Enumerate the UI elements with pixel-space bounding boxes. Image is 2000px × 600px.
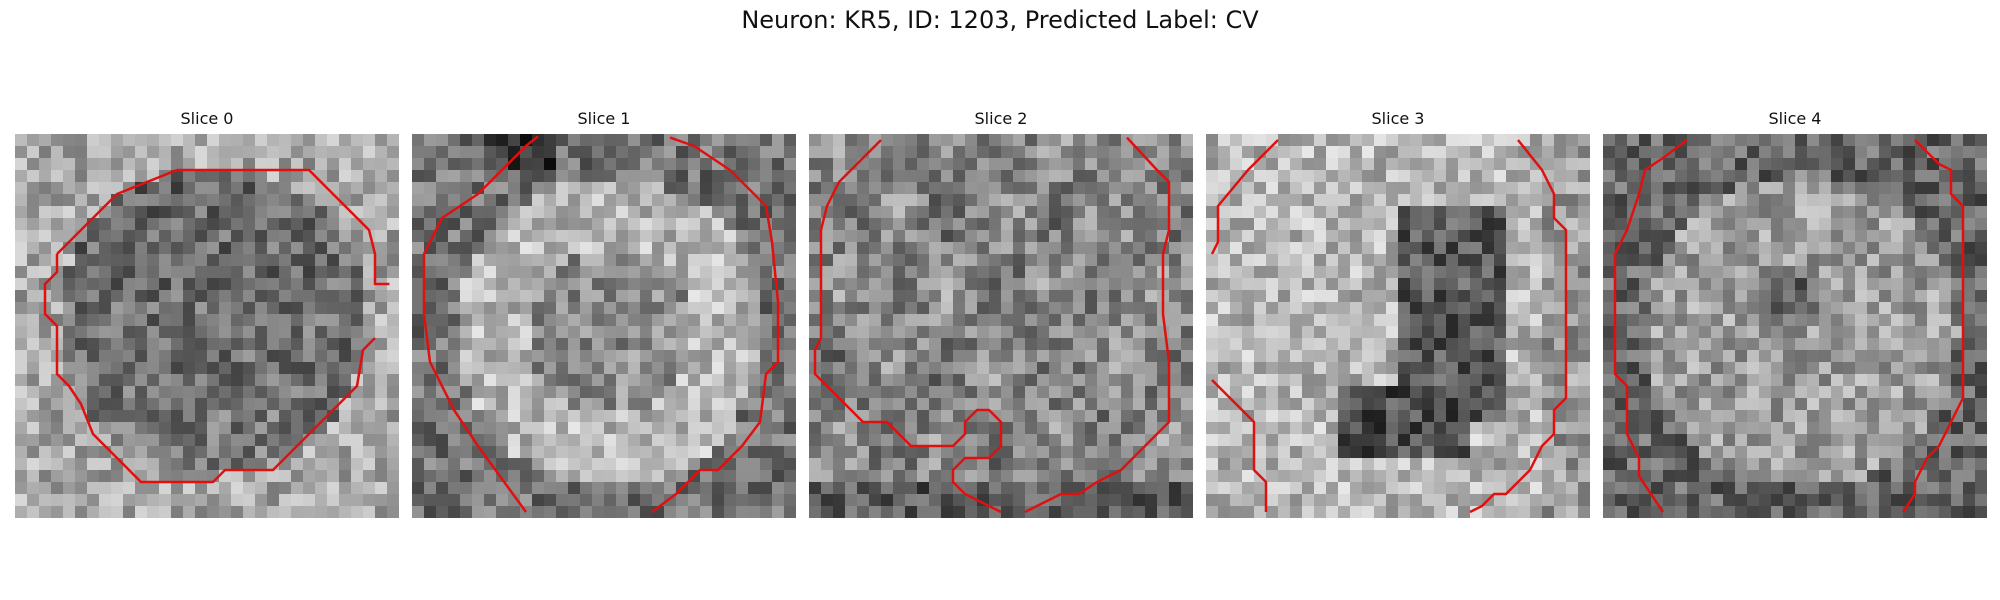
slice-title: Slice 3 [1371,109,1425,128]
contour-line [422,135,539,513]
slice-title: Slice 0 [180,109,234,128]
slice-panel-1: Slice 1 [412,110,796,518]
slice-title: Slice 2 [974,109,1028,128]
slice-image [1206,134,1590,518]
slice-image [15,134,399,518]
contour-line [43,254,376,484]
slice-panel-0: Slice 0 [15,110,399,518]
contour-line [56,168,390,286]
contour-line [1613,139,1688,513]
slice-image [412,134,796,518]
slice-title: Slice 1 [577,109,631,128]
figure-title: Neuron: KR5, ID: 1203, Predicted Label: … [741,6,1259,34]
contour-line [651,136,780,513]
contour-line [1901,139,1965,513]
contour-line [813,139,1003,514]
slice-title: Slice 4 [1768,109,1822,128]
slice-panel-3: Slice 3 [1206,110,1590,518]
contour-line [1210,139,1279,255]
contour-line [1469,139,1568,514]
contour-line [1211,379,1268,512]
slice-image [1603,134,1987,518]
contour-line [1024,136,1171,514]
slice-image [809,134,1193,518]
slice-panel-4: Slice 4 [1603,110,1987,518]
slice-panel-2: Slice 2 [809,110,1193,518]
